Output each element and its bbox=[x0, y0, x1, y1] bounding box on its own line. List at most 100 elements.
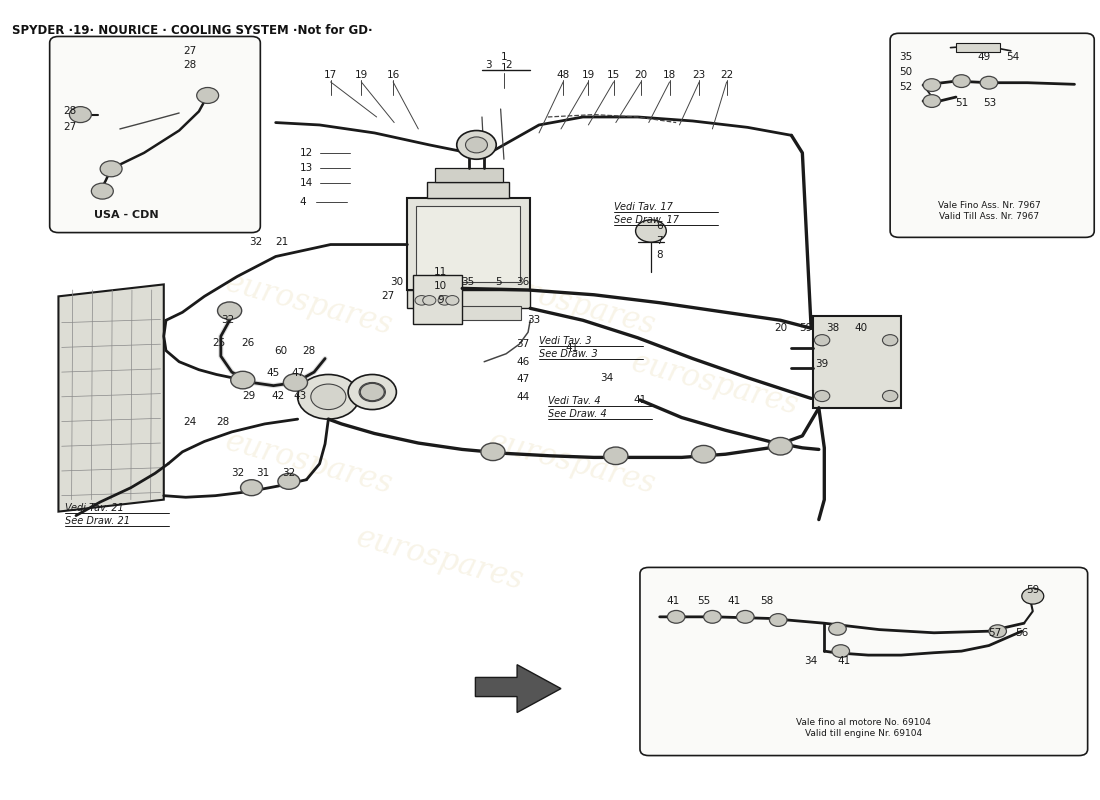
Text: 20: 20 bbox=[635, 70, 648, 80]
Text: 43: 43 bbox=[294, 391, 307, 401]
Circle shape bbox=[298, 374, 359, 419]
Text: 34: 34 bbox=[601, 373, 614, 382]
Circle shape bbox=[668, 610, 685, 623]
Text: 33: 33 bbox=[527, 315, 540, 326]
Circle shape bbox=[278, 474, 300, 490]
Circle shape bbox=[1022, 588, 1044, 604]
Circle shape bbox=[197, 87, 219, 103]
Text: eurospares: eurospares bbox=[221, 426, 396, 501]
Text: 20: 20 bbox=[774, 323, 786, 334]
Text: 53: 53 bbox=[983, 98, 997, 109]
Circle shape bbox=[415, 295, 428, 305]
Text: 34: 34 bbox=[804, 657, 817, 666]
Text: See Draw. 4: See Draw. 4 bbox=[548, 409, 606, 419]
Text: 2: 2 bbox=[505, 60, 512, 70]
Circle shape bbox=[882, 390, 898, 402]
Text: 25: 25 bbox=[212, 338, 226, 347]
Text: 30: 30 bbox=[389, 277, 403, 287]
Text: 51: 51 bbox=[955, 98, 968, 109]
Text: 49: 49 bbox=[978, 52, 991, 62]
Text: 19: 19 bbox=[582, 70, 595, 80]
Text: 8: 8 bbox=[657, 250, 663, 260]
Text: 11: 11 bbox=[433, 267, 447, 278]
Circle shape bbox=[692, 446, 716, 463]
Circle shape bbox=[241, 480, 263, 496]
Text: 28: 28 bbox=[63, 106, 76, 117]
Text: Vale fino al motore No. 69104: Vale fino al motore No. 69104 bbox=[796, 718, 932, 727]
Text: eurospares: eurospares bbox=[353, 522, 527, 597]
Circle shape bbox=[737, 610, 755, 623]
Text: Vedi Tav. 4: Vedi Tav. 4 bbox=[548, 396, 601, 406]
Text: 27: 27 bbox=[184, 46, 197, 56]
Text: 4: 4 bbox=[300, 198, 307, 207]
Circle shape bbox=[980, 76, 998, 89]
Text: 15: 15 bbox=[607, 70, 620, 80]
Circle shape bbox=[359, 382, 385, 402]
Text: See Draw. 21: See Draw. 21 bbox=[65, 516, 130, 526]
Circle shape bbox=[814, 334, 829, 346]
Circle shape bbox=[604, 447, 628, 465]
Text: 1: 1 bbox=[500, 52, 507, 62]
Text: 47: 47 bbox=[292, 368, 305, 378]
Circle shape bbox=[231, 371, 255, 389]
Text: 44: 44 bbox=[516, 392, 529, 402]
Text: 19: 19 bbox=[354, 70, 367, 80]
Text: Vedi Tav. 21: Vedi Tav. 21 bbox=[65, 503, 124, 514]
Text: 32: 32 bbox=[231, 468, 244, 478]
Circle shape bbox=[989, 625, 1006, 638]
Text: eurospares: eurospares bbox=[221, 267, 396, 342]
Circle shape bbox=[832, 645, 849, 658]
Text: Vedi Tav. 3: Vedi Tav. 3 bbox=[539, 336, 592, 346]
Text: 37: 37 bbox=[516, 339, 529, 349]
Text: 26: 26 bbox=[242, 338, 255, 347]
Circle shape bbox=[923, 94, 940, 107]
Circle shape bbox=[828, 622, 846, 635]
Text: 24: 24 bbox=[184, 418, 197, 427]
Bar bbox=[416, 206, 520, 282]
Text: 36: 36 bbox=[516, 277, 529, 287]
Text: 17: 17 bbox=[323, 70, 338, 80]
Text: Vale Fino Ass. Nr. 7967: Vale Fino Ass. Nr. 7967 bbox=[937, 202, 1041, 210]
Text: 41: 41 bbox=[565, 343, 579, 353]
Bar bbox=[956, 43, 1000, 53]
Text: 27: 27 bbox=[381, 290, 394, 301]
Circle shape bbox=[882, 334, 898, 346]
Text: 54: 54 bbox=[1006, 52, 1020, 62]
Text: 48: 48 bbox=[557, 70, 570, 80]
Text: 16: 16 bbox=[386, 70, 399, 80]
Text: 46: 46 bbox=[516, 357, 529, 366]
FancyBboxPatch shape bbox=[640, 567, 1088, 755]
Text: 3: 3 bbox=[485, 60, 492, 70]
Circle shape bbox=[284, 374, 308, 391]
Text: 28: 28 bbox=[184, 60, 197, 70]
Text: 57: 57 bbox=[988, 628, 1001, 638]
Circle shape bbox=[69, 106, 91, 122]
Text: 5: 5 bbox=[495, 277, 502, 287]
Text: 41: 41 bbox=[837, 657, 850, 666]
Text: 45: 45 bbox=[267, 368, 280, 378]
Text: 41: 41 bbox=[728, 596, 741, 606]
Circle shape bbox=[422, 295, 436, 305]
Polygon shape bbox=[475, 665, 561, 713]
Circle shape bbox=[953, 74, 970, 87]
Text: eurospares: eurospares bbox=[627, 347, 802, 422]
Bar bbox=[407, 290, 530, 308]
Text: 28: 28 bbox=[302, 346, 316, 355]
Bar bbox=[412, 275, 462, 324]
Text: 39: 39 bbox=[815, 359, 828, 369]
Text: 60: 60 bbox=[275, 346, 288, 355]
Text: 38: 38 bbox=[826, 323, 839, 334]
Circle shape bbox=[91, 183, 113, 199]
Text: See Draw. 3: See Draw. 3 bbox=[539, 349, 597, 358]
Text: 27: 27 bbox=[63, 122, 76, 131]
Text: 28: 28 bbox=[217, 418, 230, 427]
Text: Vedi Tav. 17: Vedi Tav. 17 bbox=[614, 202, 672, 212]
FancyBboxPatch shape bbox=[50, 37, 261, 233]
Circle shape bbox=[311, 384, 345, 410]
Text: 9: 9 bbox=[437, 295, 443, 306]
Text: 32: 32 bbox=[283, 468, 296, 478]
Bar bbox=[416, 306, 521, 320]
Text: 1: 1 bbox=[500, 63, 507, 74]
Text: 21: 21 bbox=[276, 237, 289, 247]
Text: 59: 59 bbox=[1026, 585, 1039, 594]
